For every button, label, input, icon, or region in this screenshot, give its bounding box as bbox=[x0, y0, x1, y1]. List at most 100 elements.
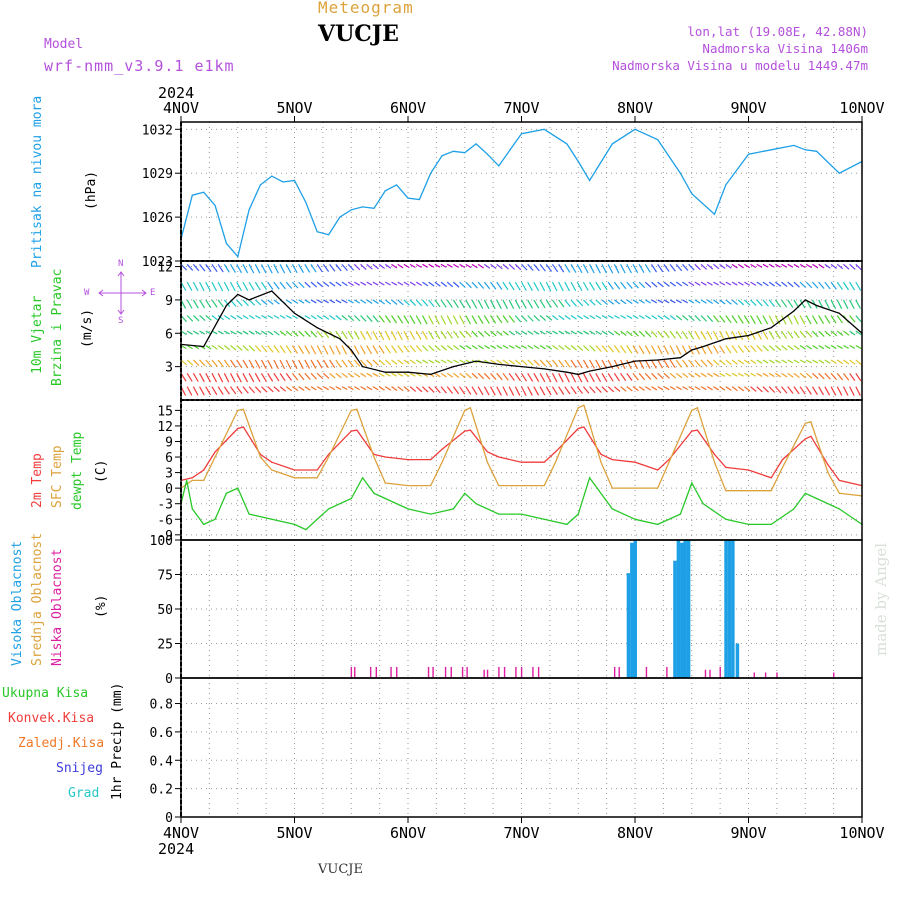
temperature-series-point bbox=[770, 477, 772, 479]
wind-vector bbox=[261, 314, 268, 319]
wind-vector bbox=[824, 372, 831, 380]
wind-vector bbox=[397, 386, 404, 392]
wind-vector bbox=[267, 264, 273, 274]
wind-vector bbox=[545, 315, 553, 321]
wind-vector bbox=[620, 299, 627, 305]
wind-vector bbox=[712, 330, 719, 341]
wind-vector bbox=[440, 263, 447, 268]
wind-vector bbox=[663, 299, 670, 304]
wind-vector bbox=[842, 372, 850, 381]
wind-vector bbox=[613, 386, 621, 392]
wind-series-point bbox=[293, 312, 296, 314]
wind-vector bbox=[483, 315, 490, 324]
wind-vector bbox=[440, 386, 447, 394]
wind-vector bbox=[564, 314, 571, 320]
wind-vector bbox=[223, 281, 230, 292]
temperature-series-point bbox=[430, 484, 432, 487]
temperature-series-point bbox=[554, 451, 557, 453]
wind-vector bbox=[824, 330, 831, 337]
wind-vector bbox=[768, 281, 775, 287]
wind-vector bbox=[403, 359, 410, 365]
precip-legend-frz: Zaledj.Kisa bbox=[18, 736, 105, 751]
wind-vector bbox=[384, 330, 391, 341]
wind-vector bbox=[582, 299, 590, 307]
wind-vector bbox=[793, 345, 800, 350]
wind-vector bbox=[508, 330, 515, 336]
wind-vector bbox=[645, 299, 651, 304]
wind-vector bbox=[818, 344, 825, 350]
wind-vector bbox=[248, 359, 255, 369]
wind-vector bbox=[669, 386, 676, 391]
wind-vector bbox=[607, 264, 614, 274]
pressure-series-point bbox=[396, 184, 398, 186]
temperature-series-point bbox=[384, 456, 386, 458]
wind-vector bbox=[273, 359, 279, 370]
temperature-series-point bbox=[691, 482, 693, 484]
wind-series-point bbox=[452, 366, 454, 368]
wind-vector bbox=[217, 359, 224, 368]
wind-vector bbox=[564, 373, 570, 383]
x-tick-label-bottom: 6NOV bbox=[390, 824, 426, 842]
wind-vector bbox=[812, 372, 819, 379]
wind-vector bbox=[415, 263, 422, 268]
wind-vector bbox=[285, 359, 292, 370]
temperature-series-point bbox=[469, 429, 472, 431]
wind-vector bbox=[527, 281, 533, 292]
wind-vector bbox=[291, 281, 299, 289]
wind-vector bbox=[292, 330, 299, 337]
temperature-series-point bbox=[577, 513, 579, 515]
wind-vector bbox=[644, 345, 651, 355]
pressure-series-point bbox=[589, 179, 591, 182]
wind-vector bbox=[360, 299, 367, 304]
temperature-series-point bbox=[384, 497, 386, 500]
wind-vector bbox=[694, 299, 701, 304]
coords-text: lon,lat (19.08E, 42.88N) bbox=[687, 24, 868, 39]
wind-vector bbox=[217, 330, 224, 335]
wind-vector bbox=[576, 345, 584, 351]
wind-vector bbox=[292, 299, 299, 304]
wind-vector bbox=[799, 281, 807, 288]
wind-vector bbox=[267, 314, 274, 319]
wind-vector bbox=[756, 315, 763, 325]
temperature-series-point bbox=[237, 487, 239, 489]
wind-vector bbox=[855, 344, 862, 349]
wind-vector bbox=[242, 345, 249, 352]
wind-vector bbox=[254, 359, 261, 369]
wind-vector bbox=[508, 281, 515, 291]
wind-vector bbox=[781, 299, 788, 308]
wind-vector bbox=[484, 263, 491, 269]
wind-vector bbox=[607, 345, 615, 353]
temperature-series-point bbox=[566, 523, 568, 526]
wind-vector bbox=[254, 386, 262, 393]
wind-vector bbox=[669, 345, 676, 355]
wind-vector bbox=[347, 263, 355, 271]
wind-vector bbox=[341, 386, 348, 391]
wind-vector bbox=[731, 386, 738, 392]
wind-vector bbox=[434, 315, 440, 325]
wind-vector bbox=[291, 359, 298, 370]
wind-vector bbox=[446, 263, 453, 268]
wind-vector bbox=[657, 372, 664, 380]
y-tick-label: 12 bbox=[157, 420, 173, 435]
wind-vector bbox=[768, 299, 776, 308]
wind-vector bbox=[527, 344, 534, 350]
cloud-low-bar bbox=[350, 666, 353, 678]
wind-vector bbox=[762, 372, 769, 378]
wind-vector bbox=[397, 345, 404, 353]
wind-vector bbox=[322, 263, 330, 272]
station-title: VUCJE bbox=[318, 21, 399, 47]
pressure-series-point bbox=[634, 128, 636, 130]
wind-vector bbox=[527, 299, 534, 309]
wind-series-point bbox=[316, 327, 318, 329]
wind-vector bbox=[570, 264, 577, 273]
wind-vector bbox=[651, 330, 658, 338]
wind-vector bbox=[706, 386, 713, 391]
wind-vector bbox=[520, 281, 527, 291]
wind-vector bbox=[459, 315, 465, 325]
wind-vector bbox=[737, 372, 744, 377]
temperature-series-point bbox=[305, 529, 307, 531]
y-tick-label: -9 bbox=[157, 529, 173, 544]
compass-w: W bbox=[84, 288, 90, 298]
wind-vector bbox=[285, 330, 293, 337]
wind-vector bbox=[521, 344, 528, 350]
